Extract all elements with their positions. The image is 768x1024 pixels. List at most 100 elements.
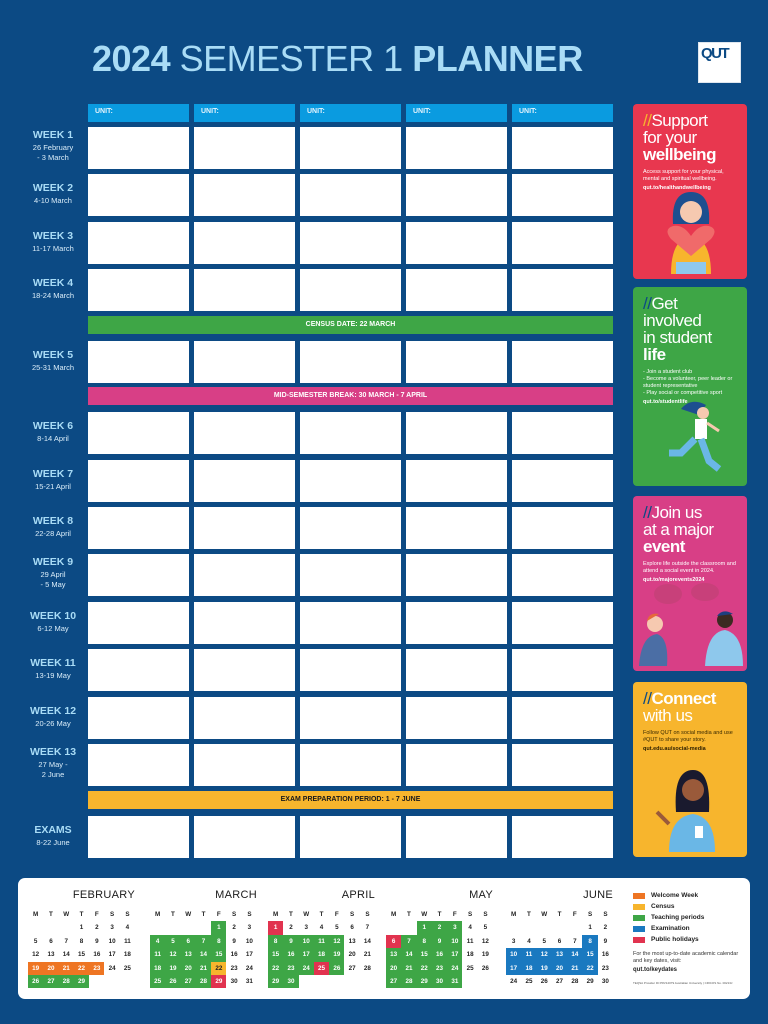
- planner-cell[interactable]: [512, 341, 613, 383]
- planner-cell[interactable]: [512, 602, 613, 644]
- planner-cell[interactable]: [194, 460, 295, 502]
- planner-cell[interactable]: [406, 412, 507, 454]
- planner-cell[interactable]: [406, 554, 507, 596]
- week-number: WEEK 11: [30, 657, 76, 669]
- planner-cell[interactable]: [300, 460, 401, 502]
- planner-cell[interactable]: [194, 602, 295, 644]
- unit-header-4[interactable]: UNIT:: [406, 104, 507, 122]
- unit-header-3[interactable]: UNIT:: [300, 104, 401, 122]
- planner-cell[interactable]: [512, 222, 613, 264]
- planner-cell[interactable]: [406, 341, 507, 383]
- calendar-day: 12: [481, 937, 489, 945]
- planner-cell[interactable]: [194, 174, 295, 216]
- planner-cell[interactable]: [406, 222, 507, 264]
- weekday-header: T: [319, 911, 324, 918]
- planner-cell[interactable]: [512, 269, 613, 311]
- planner-cell[interactable]: [300, 744, 401, 786]
- planner-cell[interactable]: [88, 744, 189, 786]
- planner-cell[interactable]: [194, 697, 295, 739]
- planner-cell[interactable]: [406, 697, 507, 739]
- planner-cell[interactable]: [300, 127, 401, 169]
- promo-link[interactable]: qut.to/studentlife: [643, 399, 688, 405]
- planner-cell[interactable]: [512, 460, 613, 502]
- calendar-day: 29: [416, 974, 432, 989]
- unit-header-1[interactable]: UNIT:: [88, 104, 189, 122]
- planner-cell[interactable]: [512, 744, 613, 786]
- planner-cell[interactable]: [194, 507, 295, 549]
- planner-cell[interactable]: [194, 341, 295, 383]
- planner-cell[interactable]: [194, 412, 295, 454]
- title-end: PLANNER: [412, 38, 583, 79]
- planner-cell[interactable]: [88, 602, 189, 644]
- planner-cell[interactable]: [512, 649, 613, 691]
- promo-link[interactable]: qut.to/healthandwellbeing: [643, 185, 711, 191]
- planner-cell[interactable]: [406, 649, 507, 691]
- promo-link[interactable]: qut.edu.au/social-media: [643, 746, 706, 752]
- calendar-day: 24: [245, 964, 253, 972]
- calendar-day: 13: [551, 948, 568, 962]
- planner-cell[interactable]: [88, 412, 189, 454]
- planner-cell[interactable]: [512, 174, 613, 216]
- planner-cell[interactable]: [406, 744, 507, 786]
- empty-day: [506, 921, 521, 934]
- planner-cell[interactable]: [406, 816, 507, 858]
- planner-cell[interactable]: [194, 816, 295, 858]
- planner-cell[interactable]: [300, 816, 401, 858]
- planner-cell[interactable]: [88, 649, 189, 691]
- planner-cell[interactable]: [406, 269, 507, 311]
- weekday-header: M: [273, 911, 279, 918]
- calendar-day: 1: [79, 924, 84, 932]
- weekday-header: F: [334, 911, 339, 918]
- planner-cell[interactable]: [300, 222, 401, 264]
- planner-cell[interactable]: [88, 127, 189, 169]
- legend-swatch-icon: [633, 925, 645, 932]
- planner-cell[interactable]: [406, 127, 507, 169]
- planner-cell[interactable]: [300, 341, 401, 383]
- planner-cell[interactable]: [194, 649, 295, 691]
- planner-cell[interactable]: [300, 412, 401, 454]
- keydates-link[interactable]: qut.to/keydates: [633, 967, 678, 973]
- weekday-header: S: [365, 911, 370, 918]
- calendar-day: 28: [195, 974, 212, 989]
- planner-cell[interactable]: [512, 507, 613, 549]
- calendar-day: 29: [211, 974, 227, 989]
- planner-cell[interactable]: [406, 602, 507, 644]
- planner-cell[interactable]: [88, 269, 189, 311]
- planner-cell[interactable]: [194, 222, 295, 264]
- planner-cell[interactable]: [88, 174, 189, 216]
- planner-cell[interactable]: [406, 174, 507, 216]
- planner-cell[interactable]: [88, 341, 189, 383]
- planner-cell[interactable]: [406, 507, 507, 549]
- planner-cell[interactable]: [512, 554, 613, 596]
- legend-item: Examination: [633, 923, 743, 934]
- planner-cell[interactable]: [406, 460, 507, 502]
- planner-cell[interactable]: [512, 697, 613, 739]
- planner-cell[interactable]: [88, 816, 189, 858]
- planner-cell[interactable]: [194, 554, 295, 596]
- planner-cell[interactable]: [300, 602, 401, 644]
- planner-cell[interactable]: [300, 174, 401, 216]
- calendar-day: 29: [586, 977, 594, 985]
- planner-cell[interactable]: [194, 269, 295, 311]
- planner-cell[interactable]: [300, 649, 401, 691]
- planner-cell[interactable]: [88, 697, 189, 739]
- planner-cell[interactable]: [194, 127, 295, 169]
- promo-link[interactable]: qut.to/majorevents2024: [643, 577, 705, 583]
- planner-cell[interactable]: [512, 816, 613, 858]
- planner-cell[interactable]: [88, 554, 189, 596]
- unit-header-2[interactable]: UNIT:: [194, 104, 295, 122]
- planner-cell[interactable]: [300, 554, 401, 596]
- planner-cell[interactable]: [300, 697, 401, 739]
- planner-cell[interactable]: [88, 460, 189, 502]
- planner-cell[interactable]: [88, 222, 189, 264]
- planner-cell[interactable]: [512, 412, 613, 454]
- planner-cell[interactable]: [194, 744, 295, 786]
- unit-header-5[interactable]: UNIT:: [512, 104, 613, 122]
- month-name: JUNE: [583, 889, 613, 901]
- planner-cell[interactable]: [300, 507, 401, 549]
- planner-cell[interactable]: [88, 507, 189, 549]
- week-dates: 4-10 March: [34, 196, 72, 205]
- planner-cell[interactable]: [512, 127, 613, 169]
- planner-cell[interactable]: [300, 269, 401, 311]
- calendar-day: 18: [521, 961, 537, 975]
